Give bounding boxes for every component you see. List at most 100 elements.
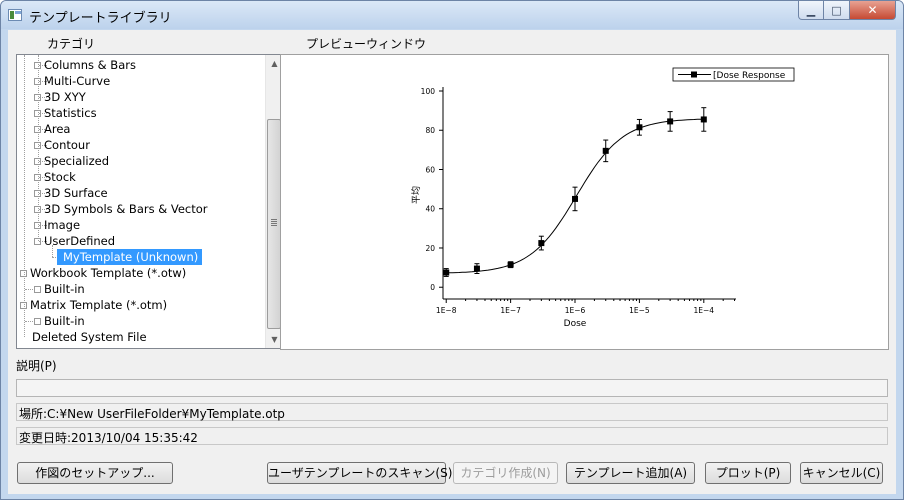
scan-user-templates-button[interactable]: ユーザテンプレートのスキャン(S) <box>267 462 452 484</box>
tree-item[interactable]: Statistics <box>34 105 97 121</box>
tree-connector-line <box>39 177 47 178</box>
scroll-up-icon[interactable]: ▲ <box>271 59 278 68</box>
y-tick-label: 60 <box>425 165 435 174</box>
description-field <box>16 379 888 397</box>
checkbox-icon[interactable] <box>34 158 41 165</box>
dose-response-chart: 0 20 40 60 80 100 1E−8 1E−7 1E−6 1E−5 1E−4 Dose 平均 [D… <box>410 67 795 329</box>
tree-item[interactable]: Multi-Curve <box>34 73 110 89</box>
tree-item-label: Built-in <box>44 282 85 296</box>
category-tree[interactable]: Columns & Bars Multi-Curve 3D XYY Statistic… <box>16 54 283 349</box>
checkbox-icon[interactable] <box>34 78 41 85</box>
data-point <box>538 240 545 247</box>
tree-scrollbar[interactable]: ▲ ▼ <box>265 55 282 348</box>
minimize-icon: ▁ <box>806 3 816 17</box>
checkbox-icon[interactable] <box>34 62 41 69</box>
tree-connector-line <box>39 209 47 210</box>
checkbox-icon[interactable] <box>34 110 41 117</box>
tree-item[interactable]: Deleted System File <box>32 329 147 345</box>
checkbox-icon[interactable] <box>34 206 41 213</box>
plot-button[interactable]: プロット(P) <box>705 462 791 484</box>
checkbox-icon[interactable] <box>34 318 41 325</box>
create-category-button[interactable]: カテゴリ作成(N) <box>453 462 558 484</box>
checkbox-icon[interactable] <box>34 174 41 181</box>
scroll-grip-icon <box>271 219 277 227</box>
preview-label: プレビューウィンドウ <box>306 37 427 51</box>
tree-connector-line <box>39 81 47 82</box>
tree-connector-line <box>39 113 47 114</box>
data-point <box>443 269 450 276</box>
tree-item[interactable]: Workbook Template (*.otw) <box>20 265 186 281</box>
tree-item-label: MyTemplate (Unknown) <box>63 250 199 264</box>
title-bar[interactable]: テンプレートライブラリ ▁ □ ✕ <box>1 1 903 29</box>
x-tick-label: 1E−6 <box>565 306 586 315</box>
close-button[interactable]: ✕ <box>850 1 896 20</box>
tree-connector-line <box>39 225 47 226</box>
tree-item[interactable]: Image <box>34 217 80 233</box>
location-field: 場所:C:¥New UserFileFolder¥MyTemplate.otp <box>16 403 888 421</box>
tree-item[interactable]: Contour <box>34 137 90 153</box>
tree-connector-line <box>25 321 33 322</box>
tree-item-label: Area <box>44 122 71 136</box>
scroll-thumb[interactable] <box>267 119 281 329</box>
tree-item[interactable]: Built-in <box>34 313 85 329</box>
tree-item-label: 3D XYY <box>44 90 86 104</box>
tree-item-label: 3D Surface <box>44 186 108 200</box>
checkbox-icon[interactable] <box>34 286 41 293</box>
tree-item-label: Workbook Template (*.otw) <box>30 266 187 280</box>
data-point <box>602 147 609 154</box>
scroll-down-icon[interactable]: ▼ <box>271 335 278 344</box>
data-point <box>572 195 579 202</box>
add-template-button[interactable]: テンプレート追加(A) <box>566 462 695 484</box>
checkbox-icon[interactable] <box>20 270 27 277</box>
tree-item[interactable]: Matrix Template (*.otm) <box>20 297 167 313</box>
tree-item[interactable]: Area <box>34 121 70 137</box>
tree-item[interactable]: 3D XYY <box>34 89 86 105</box>
tree-item-label: Contour <box>44 138 90 152</box>
tree-item[interactable]: Built-in <box>34 281 85 297</box>
x-axis-label: Dose <box>564 319 587 329</box>
checkbox-icon[interactable] <box>34 94 41 101</box>
tree-connector-line <box>25 289 33 290</box>
preview-window: 0 20 40 60 80 100 1E−8 1E−7 1E−6 1E−5 1E−4 Dose 平均 [D… <box>280 54 889 350</box>
tree-item[interactable]: UserDefined <box>34 233 115 249</box>
tree-item-label: Multi-Curve <box>44 74 111 88</box>
tree-item-label: Columns & Bars <box>44 58 136 72</box>
legend-label: [Dose Response <box>713 71 786 81</box>
cancel-button[interactable]: キャンセル(C) <box>800 462 883 484</box>
y-tick-label: 40 <box>425 205 435 214</box>
x-tick-label: 1E−8 <box>436 306 457 315</box>
tree-connector-line <box>39 145 47 146</box>
description-label: 説明(P) <box>16 359 57 373</box>
plot-setup-button[interactable]: 作図のセットアップ... <box>17 462 173 484</box>
checkbox-icon[interactable] <box>34 142 41 149</box>
checkbox-icon[interactable] <box>34 222 41 229</box>
y-axis-label: 平均 <box>410 186 422 204</box>
minimize-button[interactable]: ▁ <box>798 1 824 20</box>
tree-item[interactable]: Columns & Bars <box>34 57 136 73</box>
app-icon <box>8 9 22 21</box>
tree-item-label: 3D Symbols & Bars & Vector <box>44 202 208 216</box>
data-point <box>473 265 480 272</box>
y-tick-label: 20 <box>425 244 435 253</box>
maximize-icon: □ <box>831 3 842 17</box>
checkbox-icon[interactable] <box>34 190 41 197</box>
category-label: カテゴリ <box>47 37 96 51</box>
tree-connector-line <box>39 97 47 98</box>
tree-item-label: Statistics <box>44 106 97 120</box>
checkbox-icon[interactable] <box>34 238 41 245</box>
tree-item[interactable]: Specialized <box>34 153 109 169</box>
x-tick-label: 1E−7 <box>500 306 521 315</box>
modified-field: 変更日時:2013/10/04 15:35:42 <box>16 427 888 445</box>
maximize-button[interactable]: □ <box>824 1 850 20</box>
tree-item[interactable]: Stock <box>34 169 76 185</box>
checkbox-icon[interactable] <box>20 302 27 309</box>
tree-item[interactable]: 3D Surface <box>34 185 108 201</box>
x-tick-label: 1E−5 <box>629 306 650 315</box>
tree-item[interactable]: MyTemplate (Unknown) <box>57 249 203 265</box>
location-text: 場所:C:¥New UserFileFolder¥MyTemplate.otp <box>19 407 285 421</box>
checkbox-icon[interactable] <box>34 126 41 133</box>
data-point <box>667 118 674 125</box>
tree-item-label: UserDefined <box>44 234 116 248</box>
tree-item[interactable]: 3D Symbols & Bars & Vector <box>34 201 208 217</box>
